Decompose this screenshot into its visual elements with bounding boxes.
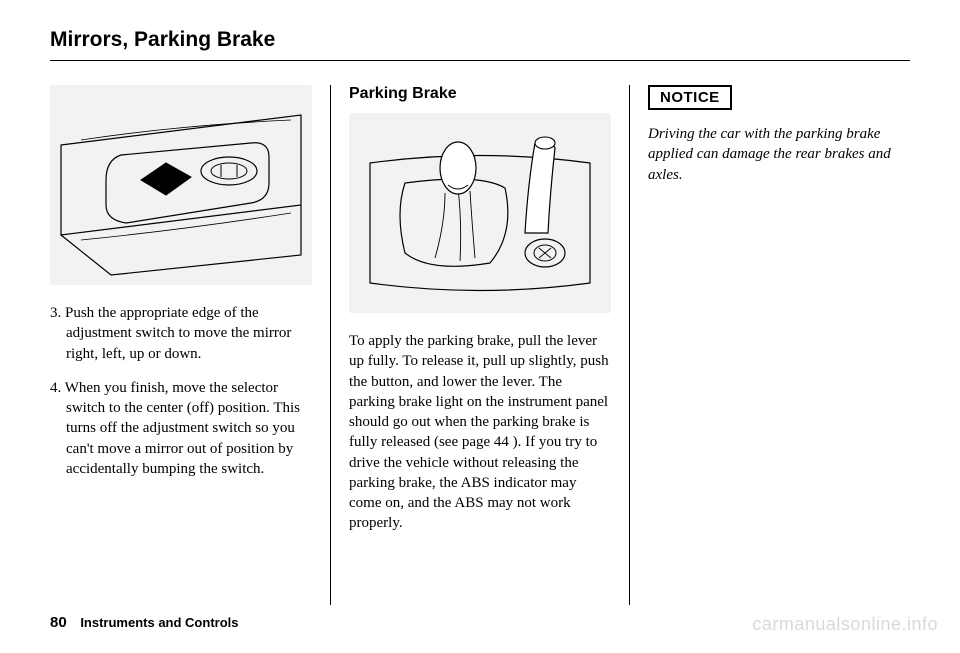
step-4-text: When you finish, move the selector switc… bbox=[65, 380, 300, 477]
watermark: carmanualsonline.info bbox=[752, 614, 938, 635]
page-title: Mirrors, Parking Brake bbox=[50, 28, 910, 52]
parking-brake-paragraph: To apply the parking brake, pull the lev… bbox=[349, 331, 611, 534]
section-label: Instruments and Controls bbox=[80, 615, 238, 630]
step-4-num: 4. bbox=[50, 380, 61, 396]
col2-text: To apply the parking brake, pull the lev… bbox=[349, 331, 611, 548]
title-rule bbox=[50, 60, 910, 61]
col3-text: Driving the car with the parking brake a… bbox=[648, 124, 910, 199]
column-2: Parking Brake bbox=[330, 85, 629, 605]
step-4: 4. When you finish, move the selector sw… bbox=[50, 378, 312, 479]
step-3: 3. Push the appropriate edge of the adju… bbox=[50, 303, 312, 364]
page-number: 80 bbox=[50, 614, 67, 631]
step-3-num: 3. bbox=[50, 305, 61, 321]
col1-text: 3. Push the appropriate edge of the adju… bbox=[50, 303, 312, 493]
parking-brake-illustration bbox=[349, 113, 611, 313]
page-footer: 80 Instruments and Controls bbox=[50, 614, 239, 631]
step-3-text: Push the appropriate edge of the adjustm… bbox=[65, 305, 291, 362]
parking-brake-heading: Parking Brake bbox=[349, 85, 611, 103]
mirror-switch-figure bbox=[50, 85, 312, 285]
notice-paragraph: Driving the car with the parking brake a… bbox=[648, 124, 910, 185]
column-1: 3. Push the appropriate edge of the adju… bbox=[50, 85, 330, 605]
parking-brake-figure bbox=[349, 113, 611, 313]
mirror-switch-illustration bbox=[50, 85, 312, 285]
column-3: NOTICE Driving the car with the parking … bbox=[629, 85, 910, 605]
content-columns: 3. Push the appropriate edge of the adju… bbox=[50, 85, 910, 605]
notice-box: NOTICE bbox=[648, 85, 732, 110]
